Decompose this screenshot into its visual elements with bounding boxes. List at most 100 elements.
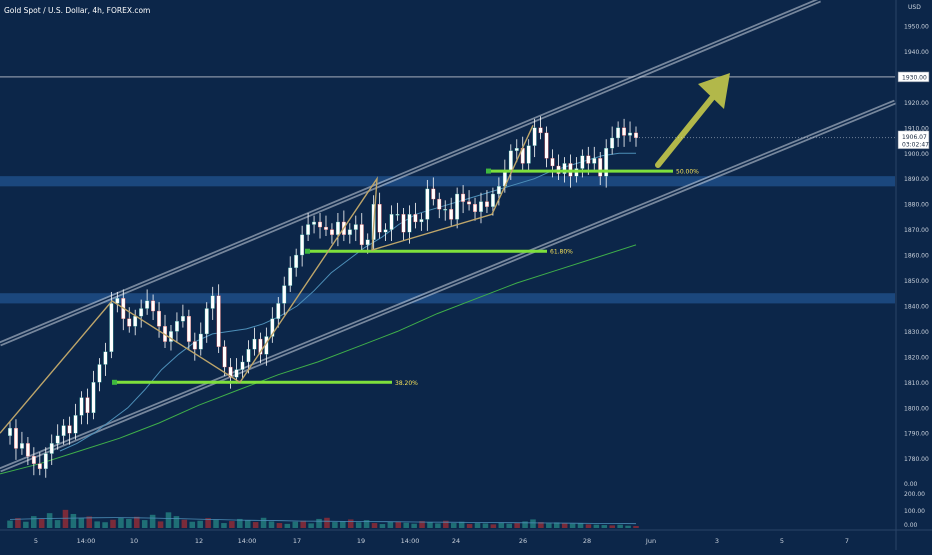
candle-up[interactable]: [496, 186, 501, 195]
candle-down[interactable]: [67, 425, 72, 434]
candle-up[interactable]: [180, 315, 185, 322]
candle-up[interactable]: [294, 254, 299, 268]
candle-up[interactable]: [133, 315, 138, 327]
candle-up[interactable]: [115, 298, 120, 304]
candle-up[interactable]: [389, 214, 394, 230]
candle-down[interactable]: [598, 158, 603, 177]
candle-up[interactable]: [8, 427, 12, 436]
candle-up[interactable]: [616, 127, 621, 139]
candle-up[interactable]: [532, 127, 537, 146]
candle-up[interactable]: [103, 351, 108, 365]
candle-down[interactable]: [318, 221, 322, 228]
candle-down[interactable]: [127, 318, 132, 327]
candle-down[interactable]: [228, 366, 233, 378]
candle-up[interactable]: [43, 453, 48, 469]
candle-down[interactable]: [37, 463, 42, 469]
candle-down[interactable]: [586, 155, 591, 164]
candle-up[interactable]: [252, 338, 257, 350]
candle-up[interactable]: [234, 369, 239, 378]
candle-up[interactable]: [55, 435, 60, 444]
candle-down[interactable]: [377, 203, 382, 233]
candle-up[interactable]: [204, 308, 209, 335]
candle-down[interactable]: [85, 397, 90, 413]
candle-up[interactable]: [49, 443, 54, 454]
candle-down[interactable]: [413, 214, 418, 223]
highlight-price-label[interactable]: 1930.00: [897, 71, 930, 83]
candle-up[interactable]: [490, 193, 495, 207]
fib-level-handle[interactable]: [112, 379, 117, 385]
candle-up[interactable]: [508, 150, 513, 172]
candle-up[interactable]: [210, 295, 215, 309]
candle-up[interactable]: [383, 229, 388, 233]
candle-down[interactable]: [467, 201, 472, 205]
candle-up[interactable]: [628, 132, 632, 136]
candle-up[interactable]: [109, 303, 114, 352]
candle-down[interactable]: [622, 127, 627, 136]
candle-down[interactable]: [222, 346, 227, 368]
candle-up[interactable]: [407, 214, 412, 233]
candle-up[interactable]: [91, 382, 96, 413]
candle-up[interactable]: [198, 333, 203, 350]
candle-up[interactable]: [479, 201, 483, 212]
candle-up[interactable]: [169, 331, 173, 342]
candle-up[interactable]: [300, 234, 305, 256]
candle-up[interactable]: [174, 321, 179, 332]
candle-up[interactable]: [365, 239, 370, 246]
candle-down[interactable]: [431, 188, 436, 200]
candle-down[interactable]: [157, 310, 161, 327]
fib-level-handle[interactable]: [486, 168, 491, 174]
candle-up[interactable]: [276, 303, 281, 319]
candle-up[interactable]: [526, 145, 531, 164]
candle-up[interactable]: [425, 188, 430, 220]
candle-down[interactable]: [449, 209, 454, 220]
candle-up[interactable]: [139, 308, 144, 317]
candle-up[interactable]: [610, 137, 615, 149]
candle-up[interactable]: [270, 318, 275, 337]
candle-down[interactable]: [25, 443, 30, 457]
candle-up[interactable]: [419, 219, 424, 223]
candle-down[interactable]: [401, 214, 406, 233]
candle-up[interactable]: [145, 300, 150, 309]
candle-up[interactable]: [312, 221, 316, 225]
candle-up[interactable]: [97, 364, 102, 383]
candle-down[interactable]: [485, 201, 489, 207]
candle-down[interactable]: [330, 229, 334, 235]
projection-arrow[interactable]: [655, 73, 730, 168]
candle-down[interactable]: [359, 224, 364, 246]
candle-down[interactable]: [324, 226, 328, 230]
candle-down[interactable]: [186, 315, 191, 342]
candle-down[interactable]: [437, 198, 442, 210]
candle-up[interactable]: [580, 155, 585, 169]
candle-up[interactable]: [79, 397, 84, 416]
candle-down[interactable]: [461, 193, 466, 202]
candle-down[interactable]: [473, 203, 477, 212]
candle-up[interactable]: [306, 224, 311, 235]
candle-down[interactable]: [14, 427, 18, 449]
candle-up[interactable]: [604, 148, 609, 177]
candle-down[interactable]: [192, 341, 197, 350]
candle-down[interactable]: [258, 338, 263, 355]
candle-down[interactable]: [550, 158, 555, 167]
candle-up[interactable]: [335, 221, 340, 235]
candle-up[interactable]: [562, 163, 567, 174]
candle-up[interactable]: [19, 443, 24, 449]
candle-up[interactable]: [246, 349, 251, 363]
candle-up[interactable]: [61, 425, 66, 436]
candle-up[interactable]: [514, 148, 519, 151]
candle-down[interactable]: [544, 132, 549, 159]
candle-up[interactable]: [347, 229, 352, 235]
candle-down[interactable]: [31, 455, 36, 464]
candle-up[interactable]: [455, 193, 460, 220]
fib-level-handle[interactable]: [305, 248, 310, 254]
candle-down[interactable]: [634, 132, 638, 138]
candle-up[interactable]: [240, 361, 245, 370]
candle-up[interactable]: [395, 214, 400, 216]
candle-up[interactable]: [592, 158, 597, 164]
candle-up[interactable]: [288, 267, 293, 286]
candle-down[interactable]: [538, 127, 543, 134]
candle-down[interactable]: [151, 300, 156, 312]
candle-down[interactable]: [216, 295, 221, 347]
candle-up[interactable]: [73, 415, 78, 434]
